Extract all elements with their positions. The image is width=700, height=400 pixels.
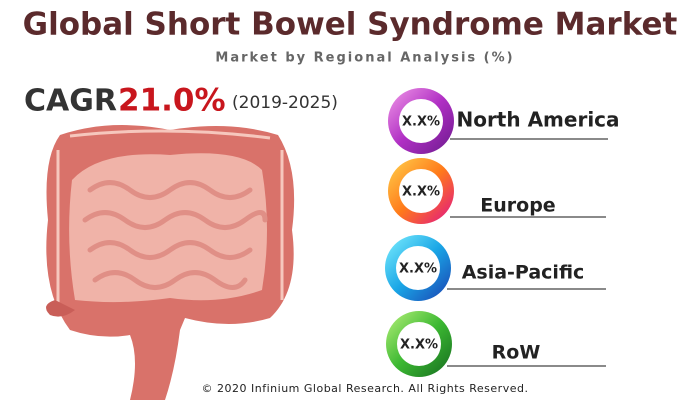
- badge-center: [399, 169, 443, 213]
- region-asia-pacific: X.X% Asia-Pacific: [385, 235, 606, 301]
- badge-center: [399, 99, 443, 143]
- cagr-label: CAGR: [24, 84, 117, 119]
- region-share: X.X%: [400, 338, 438, 353]
- cagr-period: (2019-2025): [232, 93, 338, 113]
- footer: © 2020 Infinium Global Research. All Rig…: [202, 382, 529, 395]
- title: Global Short Bowel Syndrome Market: [23, 7, 678, 43]
- region-row: X.X% RoW: [386, 311, 606, 377]
- region-europe: X.X% Europe: [388, 158, 606, 224]
- region-name: North America: [456, 108, 619, 132]
- region-share: X.X%: [399, 262, 437, 277]
- region-name: RoW: [492, 342, 541, 364]
- region-share: X.X%: [402, 115, 440, 130]
- intestine-illustration: [46, 125, 295, 400]
- region-share: X.X%: [402, 185, 440, 200]
- region-name: Europe: [480, 195, 555, 217]
- cagr-value: 21.0%: [118, 83, 226, 119]
- region-north-america: X.X% North America: [388, 88, 620, 154]
- subtitle: Market by Regional Analysis (%): [215, 51, 514, 66]
- badge-center: [397, 322, 441, 366]
- region-name: Asia-Pacific: [462, 262, 585, 284]
- badge-center: [396, 246, 440, 290]
